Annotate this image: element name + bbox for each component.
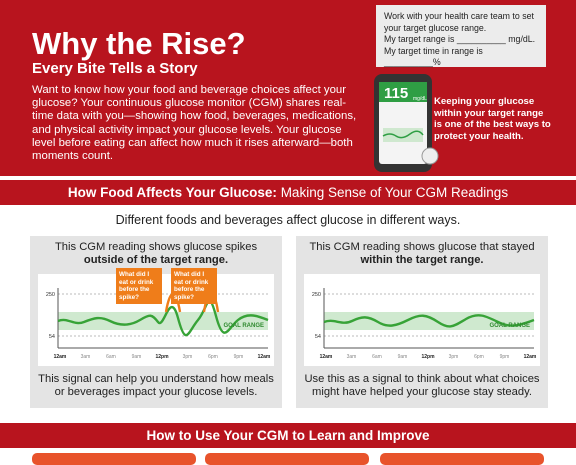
panel-title-bold: within the target range. [360, 254, 484, 266]
panel-title-bold: outside of the target range. [83, 254, 229, 266]
cgm-line [323, 314, 535, 328]
x-label: 6am [106, 354, 116, 360]
x-label: 3pm [183, 354, 193, 360]
x-label: 12am [320, 354, 333, 360]
x-label: 6am [372, 354, 382, 360]
x-label: 12am [54, 354, 67, 360]
goal-label: GOAL RANGE [489, 323, 530, 329]
panel: This CGM reading shows glucose that stay… [296, 236, 548, 408]
panel-title: This CGM reading shows glucose spikes out… [30, 241, 282, 267]
x-label: 3am [347, 354, 357, 360]
x-label: 6pm [474, 354, 484, 360]
cgm-line [57, 299, 269, 337]
panel: This CGM reading shows glucose spikes out… [30, 236, 282, 408]
phone-illustration: 115 mg/dL [374, 74, 439, 172]
x-label: 9pm [234, 354, 244, 360]
reading-bg [379, 82, 427, 102]
section-intro: Different foods and beverages affect glu… [115, 213, 461, 227]
panel-title: This CGM reading shows glucose that stay… [296, 241, 548, 267]
x-label: 12am [524, 354, 537, 360]
x-label: 3pm [449, 354, 459, 360]
x-label: 9pm [500, 354, 510, 360]
panel-caption: Use this as a signal to think about what… [304, 373, 540, 398]
panel-title-plain: This CGM reading shows glucose spikes [54, 241, 258, 253]
reading: 115 [384, 85, 408, 102]
x-label: 6pm [208, 354, 218, 360]
y-label: 250 [46, 292, 55, 298]
section-banner: How Food Affects Your Glucose: Making Se… [0, 180, 576, 205]
goal-label: GOAL RANGE [223, 323, 264, 329]
spike-callout: What did I eat or drink before the spike… [116, 268, 162, 304]
intro: Want to know how your food and beverage … [32, 84, 357, 163]
target-box: Work with your health care team to set y… [376, 5, 546, 67]
spike-callout: What did I eat or drink before the spike… [171, 268, 217, 304]
x-label: 3am [81, 354, 91, 360]
callout: Keeping your glucose within your target … [434, 96, 551, 142]
x-label: 9am [398, 354, 408, 360]
phone-screen [379, 82, 427, 164]
x-label: 9am [132, 354, 142, 360]
section-heading-bold: How Food Affects Your Glucose: [67, 185, 277, 200]
card [32, 453, 196, 465]
panel-title-plain: This CGM reading shows glucose that stay… [309, 241, 535, 253]
panel-caption: This signal can help you understand how … [38, 373, 274, 398]
y-label: 54 [315, 334, 321, 340]
card [205, 453, 369, 465]
phone-range [383, 128, 423, 142]
cgm-chart: 250 54 12am 3am 6am 9am 12pm 3pm 6pm 9pm 12am GOAL … [304, 274, 540, 366]
phone-line [382, 130, 424, 139]
title: Why the Rise? [32, 26, 246, 61]
y-label: 54 [49, 334, 55, 340]
section-banner: How to Use Your CGM to Learn and Improve [0, 423, 576, 448]
target-line: Work with your health care team to set y… [384, 11, 534, 33]
section-heading: Making Sense of Your CGM Readings [280, 185, 509, 200]
target-line: My target time in range is __________% [384, 45, 483, 68]
x-label: 12pm [421, 354, 435, 360]
sensor [421, 147, 439, 165]
card [380, 453, 544, 465]
subtitle: Every Bite Tells a Story [32, 60, 198, 77]
reading-unit: mg/dL [413, 96, 427, 102]
x-label: 12am [258, 354, 271, 360]
y-label: 250 [312, 292, 321, 298]
target-line: My target range is __________ mg/dL. [384, 34, 536, 44]
x-label: 12pm [155, 354, 169, 360]
